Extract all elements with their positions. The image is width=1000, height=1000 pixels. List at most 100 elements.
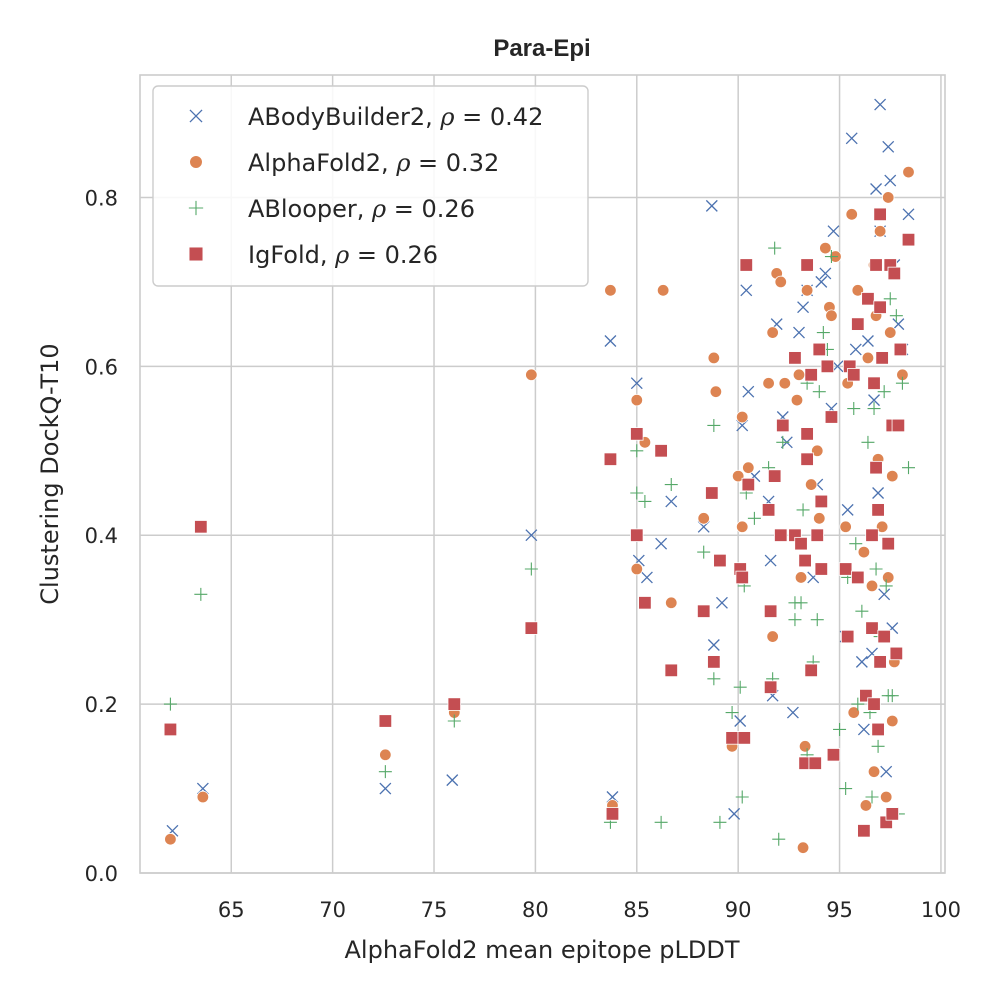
data-point [640, 571, 653, 584]
x-tick-labels: 65 70 75 80 85 90 95 100 [218, 898, 961, 922]
data-point [763, 680, 778, 694]
data-point [734, 715, 747, 727]
data-point [665, 495, 678, 508]
data-point [879, 790, 893, 804]
data-point [733, 680, 747, 694]
data-point [857, 824, 871, 838]
data-point [739, 258, 753, 272]
data-point [845, 132, 858, 145]
data-point [735, 790, 749, 804]
data-point [820, 359, 835, 374]
x-tick-label: 90 [725, 898, 752, 922]
data-point [194, 520, 208, 534]
data-point [867, 765, 881, 778]
x-tick-label: 80 [522, 898, 549, 922]
data-point [886, 469, 899, 483]
data-point [861, 351, 875, 365]
x-tick-label: 65 [218, 898, 245, 922]
data-point [882, 140, 895, 153]
data-point [447, 697, 461, 711]
data-point [654, 444, 668, 458]
data-point [707, 639, 720, 651]
data-point [889, 646, 904, 661]
data-point [851, 697, 865, 711]
legend-correlation: = 0.26 [386, 195, 475, 223]
data-point [763, 604, 778, 618]
data-point [883, 292, 897, 306]
data-point [705, 486, 719, 500]
data-point [525, 368, 538, 381]
data-point [664, 478, 678, 492]
data-point [797, 301, 810, 314]
legend-item: ABodyBuilder2, ρ = 0.42 [189, 103, 543, 131]
rho-symbol: ρ [371, 195, 386, 223]
data-point [902, 461, 916, 475]
data-point [824, 250, 838, 264]
data-point [871, 722, 885, 737]
data-point [715, 596, 728, 609]
data-point [800, 284, 814, 297]
data-point [525, 529, 538, 542]
data-point [847, 706, 860, 719]
y-tick-label: 0.4 [85, 524, 118, 548]
data-point [869, 562, 883, 576]
data-point [870, 183, 883, 195]
data-point [885, 689, 899, 703]
data-point [790, 393, 804, 407]
data-point [605, 807, 620, 821]
data-point [861, 435, 875, 449]
legend-item: IgFold, ρ = 0.26 [188, 241, 438, 269]
data-point [851, 317, 865, 331]
data-point [886, 714, 899, 728]
data-point [851, 284, 865, 297]
data-point [884, 174, 897, 187]
data-point [697, 604, 711, 618]
legend-label: ABodyBuilder2, ρ = 0.42 [248, 103, 543, 131]
legend-item: AlphaFold2, ρ = 0.32 [189, 149, 499, 177]
data-point [882, 571, 895, 584]
data-point [877, 629, 891, 644]
data-point [867, 697, 881, 711]
data-point [163, 722, 178, 737]
data-point [725, 731, 739, 745]
data-point [736, 410, 749, 424]
data-point [630, 427, 644, 441]
data-point [707, 655, 721, 669]
data-point [778, 377, 792, 390]
data-point [742, 461, 755, 474]
data-point [707, 418, 721, 432]
data-point [813, 512, 826, 525]
data-point [819, 267, 832, 280]
legend-box [152, 85, 589, 287]
data-point [772, 832, 786, 846]
data-point [901, 232, 916, 247]
data-point [664, 663, 678, 678]
data-point [665, 596, 678, 609]
data-point [163, 697, 177, 711]
data-point [630, 444, 644, 458]
data-point [861, 292, 875, 306]
legend-marker [189, 155, 203, 169]
data-point [796, 503, 810, 517]
data-point [379, 782, 392, 795]
chart-title: Para-Epi [493, 35, 590, 62]
y-axis-label: Clustering DockQ-T10 [36, 343, 64, 604]
legend-label: ABlooper, ρ = 0.26 [248, 195, 475, 223]
data-point [740, 284, 753, 297]
legend-correlation: = 0.42 [455, 103, 544, 131]
data-point [709, 385, 723, 398]
data-point [446, 774, 459, 787]
legend-item: ABlooper, ρ = 0.26 [188, 195, 475, 223]
data-point [164, 833, 177, 846]
data-point [895, 376, 909, 390]
y-tick-labels: 0.0 0.2 0.4 0.6 0.8 [85, 186, 118, 886]
rho-symbol: ρ [334, 241, 349, 269]
data-point [849, 343, 862, 356]
data-point [764, 554, 777, 567]
legend: ABodyBuilder2, ρ = 0.42 AlphaFold2, ρ = 0… [152, 85, 589, 287]
data-point [840, 629, 855, 644]
data-point [697, 545, 711, 559]
data-point [868, 394, 880, 407]
data-point [798, 553, 812, 568]
data-point [524, 621, 539, 635]
